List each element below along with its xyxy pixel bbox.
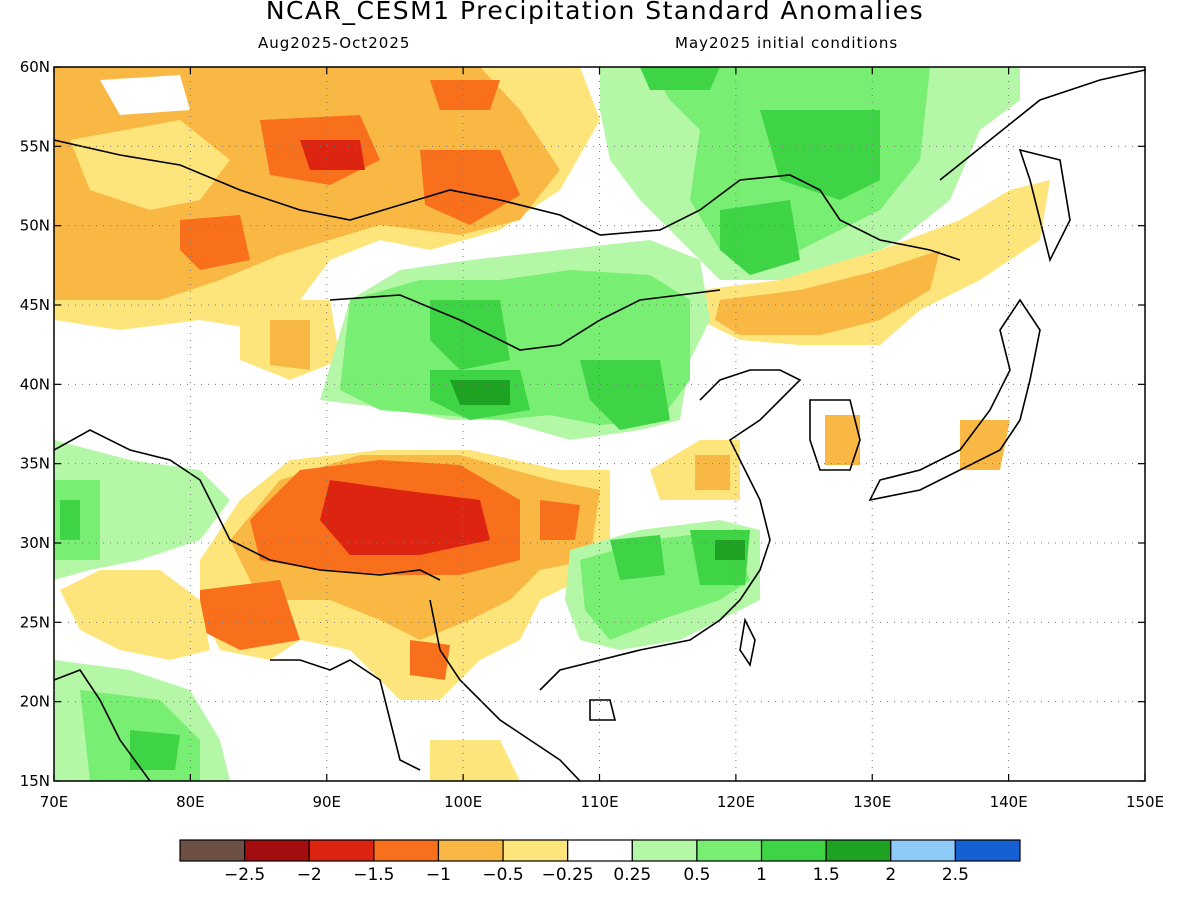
colorbar-label: 1	[756, 865, 767, 885]
wet-anomaly-india	[54, 440, 230, 781]
lat-label: 50N	[20, 217, 50, 235]
colorbar-swatch	[825, 839, 892, 862]
colorbar-swatch	[696, 839, 763, 862]
lon-label: 110E	[580, 793, 618, 811]
wet-anomaly-northeast	[600, 67, 1020, 280]
lat-label: 20N	[20, 693, 50, 711]
colorbar-swatch	[890, 839, 956, 862]
colorbar-swatch	[244, 839, 310, 862]
lat-label: 15N	[20, 772, 50, 790]
lon-label: 90E	[312, 793, 341, 811]
colorbar: −2.5 −2 −1.5 −1 −0.5 −0.25 0.25 0.5 1 1.5 2 2.5	[179, 839, 1021, 885]
lon-label: 100E	[444, 793, 482, 811]
colorbar-swatch	[760, 839, 827, 862]
coastlines	[54, 69, 1145, 781]
lon-label: 130E	[853, 793, 891, 811]
lat-label: 40N	[20, 375, 50, 393]
colorbar-label: −2	[297, 865, 322, 885]
graticule	[54, 67, 1145, 781]
colorbar-label: 0.25	[613, 865, 651, 885]
colorbar-swatch	[502, 839, 569, 862]
colorbar-label: −1	[426, 865, 451, 885]
colorbar-label: −2.5	[224, 865, 265, 885]
colorbar-label: −0.25	[542, 865, 594, 885]
colorbar-label: 2.5	[942, 865, 969, 885]
colorbar-swatch	[631, 839, 698, 862]
dry-anomaly-manchuria	[700, 180, 1050, 345]
initial-conditions: May2025 initial conditions	[675, 34, 899, 52]
axis-ticks	[53, 66, 1146, 782]
lat-label: 25N	[20, 613, 50, 631]
lon-labels: 70E 80E 90E 100E 110E 120E 130E 140E 150E	[40, 793, 1164, 811]
dry-anomaly-tibet	[200, 450, 610, 700]
lon-label: 70E	[40, 793, 69, 811]
colorbar-label: 2	[885, 865, 896, 885]
colorbar-swatch	[373, 839, 440, 862]
colorbar-label: −1.5	[353, 865, 394, 885]
colorbar-label: 0.5	[683, 865, 710, 885]
lat-label: 30N	[20, 534, 50, 552]
colorbar-swatch	[437, 839, 504, 862]
lat-label: 35N	[20, 455, 50, 473]
lat-labels: 60N 55N 50N 45N 40N 35N 30N 25N 20N 15N	[20, 58, 50, 790]
lon-label: 150E	[1126, 793, 1164, 811]
lat-label: 60N	[20, 58, 50, 76]
forecast-period: Aug2025-Oct2025	[258, 34, 411, 52]
lon-label: 120E	[717, 793, 755, 811]
colorbar-label: 1.5	[813, 865, 840, 885]
chart-title: NCAR_CESM1 Precipitation Standard Anomal…	[265, 0, 925, 25]
colorbar-swatch	[179, 839, 246, 862]
lon-label: 140E	[990, 793, 1028, 811]
colorbar-swatch	[308, 839, 375, 862]
lat-label: 45N	[20, 296, 50, 314]
colorbar-label: −0.5	[482, 865, 523, 885]
dry-anomaly-india	[60, 570, 210, 660]
colorbar-swatch	[954, 839, 1021, 862]
colorbar-swatch	[567, 839, 633, 862]
dry-anomaly-northwest	[54, 67, 600, 380]
lon-label: 80E	[176, 793, 205, 811]
anomaly-field	[54, 67, 1145, 781]
lat-label: 55N	[20, 137, 50, 155]
dry-anomaly-indochina	[430, 740, 520, 781]
wet-anomaly-south-china	[565, 520, 760, 650]
